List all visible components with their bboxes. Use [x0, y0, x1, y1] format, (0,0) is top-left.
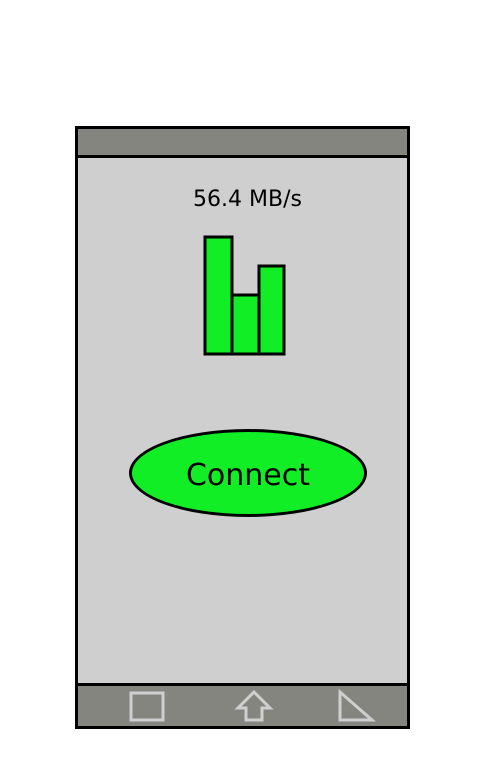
signal-bar-2: [230, 293, 261, 356]
status-bar: [78, 129, 407, 158]
connect-button[interactable]: Connect: [129, 429, 367, 517]
connect-button-label: Connect: [185, 457, 311, 493]
navigation-bar: [78, 683, 407, 726]
home-icon: [234, 689, 274, 722]
home-button[interactable]: [230, 686, 278, 726]
back-icon: [338, 688, 376, 722]
recent-apps-icon: [129, 691, 165, 722]
back-button[interactable]: [334, 686, 382, 726]
signal-bar-3: [257, 264, 286, 356]
recent-apps-button[interactable]: [123, 686, 171, 726]
phone-frame: 56.4 MB/s Connect: [75, 126, 410, 729]
signal-bar-1: [203, 235, 234, 356]
speed-readout: 56.4 MB/s: [193, 187, 302, 212]
signal-strength-chart: [203, 235, 286, 356]
